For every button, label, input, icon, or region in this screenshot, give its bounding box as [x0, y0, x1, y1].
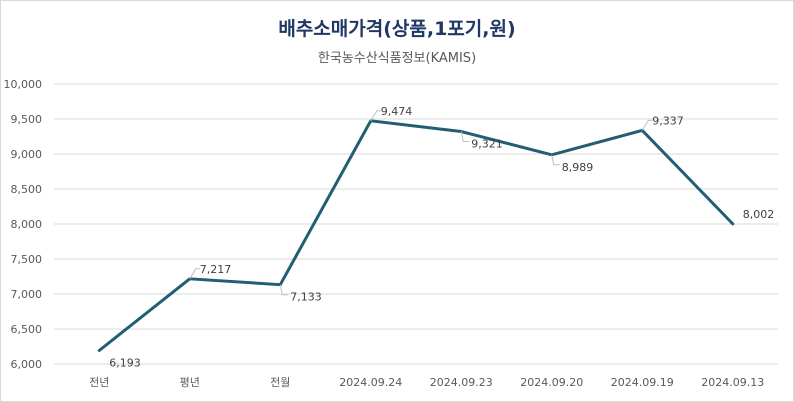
- x-tick-label: 2024.09.23: [430, 376, 493, 389]
- leader-line: [279, 284, 289, 296]
- series-layer: [97, 119, 735, 352]
- y-tick-label: 6,000: [11, 358, 43, 371]
- x-tick-label: 2024.09.13: [701, 376, 764, 389]
- chart-title: 배추소매가격(상품,1포기,원): [278, 18, 516, 40]
- y-tick-label: 8,500: [11, 183, 43, 196]
- x-tick-label: 평년: [180, 376, 200, 389]
- y-tick-label: 10,000: [4, 78, 43, 91]
- data-label: 9,474: [381, 105, 413, 118]
- x-tick-label: 2024.09.20: [520, 376, 583, 389]
- leader-line: [460, 131, 470, 143]
- data-label: 6,193: [109, 356, 141, 369]
- data-label: 9,337: [652, 114, 684, 127]
- series-line: [97, 119, 735, 352]
- y-axis-ticks: 6,000 6,500 7,000 7,500 8,000 8,500 9,000 9,500…: [4, 78, 43, 371]
- data-label: 7,133: [290, 291, 322, 304]
- leader-line: [551, 154, 560, 166]
- leader-line: [641, 119, 653, 131]
- y-tick-label: 9,000: [11, 148, 43, 161]
- leader-line: [189, 268, 200, 280]
- x-tick-label: 2024.09.24: [339, 376, 402, 389]
- y-tick-label: 7,500: [11, 253, 43, 266]
- y-tick-label: 6,500: [11, 323, 43, 336]
- data-label: 9,321: [471, 138, 503, 151]
- data-label: 7,217: [200, 263, 232, 276]
- chart-subtitle: 한국농수산식품정보(KAMIS): [317, 51, 477, 66]
- x-tick-label: 2024.09.19: [611, 376, 674, 389]
- y-tick-label: 8,000: [11, 218, 43, 231]
- leader-line: [370, 110, 381, 122]
- y-tick-label: 9,500: [11, 113, 43, 126]
- y-tick-label: 7,000: [11, 288, 43, 301]
- x-axis-ticks: 전년 평년 전월 2024.09.24 2024.09.23 2024.09.20 2024…: [89, 376, 764, 389]
- x-tick-label: 전월: [270, 376, 290, 389]
- data-label: 8,002: [743, 208, 775, 221]
- data-label: 8,989: [562, 161, 594, 174]
- x-tick-label: 전년: [89, 376, 109, 389]
- grid-lines: [54, 83, 778, 365]
- data-labels: 6,193 7,217 7,133 9,474 9,321 8,989 9,337 8,002: [109, 105, 774, 370]
